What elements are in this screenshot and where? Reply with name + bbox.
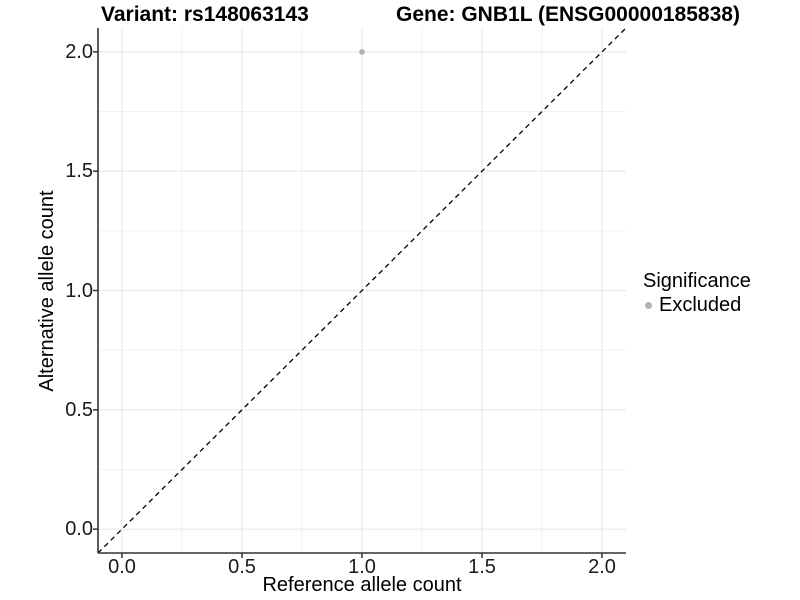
y-tick-label: 0.0 [65, 518, 93, 541]
legend-key [637, 301, 659, 309]
x-tick-label: 0.0 [108, 556, 136, 578]
y-tick-label: 1.5 [65, 160, 93, 183]
x-axis-title: Reference allele count [262, 574, 462, 596]
y-tick-label: 2.0 [65, 40, 93, 63]
legend-item-excluded: Excluded [637, 293, 751, 317]
x-tick-label: 0.5 [228, 556, 256, 578]
x-tick-label: 1.5 [468, 556, 496, 578]
x-tick-label: 2.0 [588, 556, 616, 578]
variant-title: Variant: rs148063143 [101, 3, 309, 26]
legend-title: Significance [643, 270, 751, 292]
gene-title: Gene: GNB1L (ENSG00000185838) [396, 3, 740, 26]
y-tick-label: 0.5 [65, 398, 93, 421]
legend-item-label: Excluded [659, 294, 742, 316]
data-point [359, 49, 365, 55]
excluded-point-icon [644, 301, 652, 309]
identity-reference-line [97, 27, 627, 554]
x-tick-label: 1.0 [348, 556, 376, 578]
y-tick-label: 1.0 [65, 279, 93, 302]
legend: Significance Excluded [637, 269, 751, 317]
